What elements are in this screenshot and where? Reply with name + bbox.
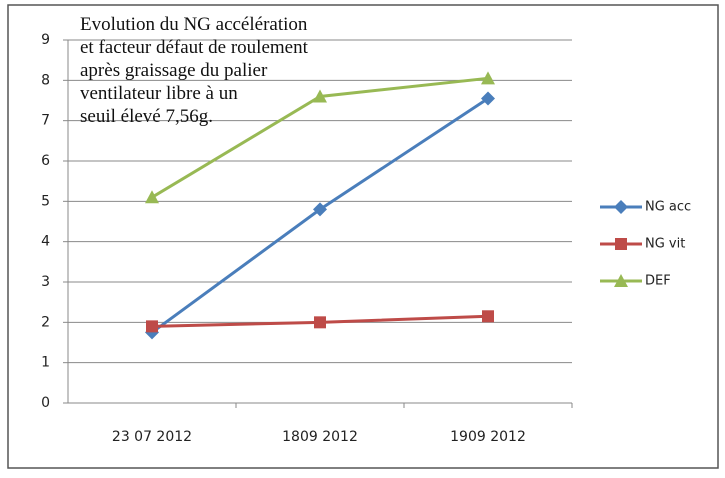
point: [314, 316, 326, 329]
y-tick-label: 3: [41, 274, 50, 290]
x-tick-label: 1909 2012: [450, 429, 526, 445]
y-tick-label: 5: [41, 193, 50, 209]
y-tick-label: 7: [41, 113, 50, 129]
y-tick-label: 9: [41, 32, 50, 48]
x-tick-label: 1809 2012: [282, 429, 358, 445]
plot-layer: NG acc NG vit DEF: [145, 71, 691, 340]
legend-marker: [614, 274, 628, 287]
y-tick-label: 4: [41, 234, 50, 250]
legend-label: NG vit: [645, 237, 685, 252]
legend-marker: [614, 200, 628, 214]
y-tick-label: 6: [41, 153, 50, 169]
point: [481, 71, 495, 85]
chart-title: après graissage du palier: [80, 60, 268, 81]
chart-title: Evolution du NG accélération: [80, 14, 308, 35]
chart-title: seuil élevé 7,56g.: [80, 106, 213, 127]
x-tick-label: 23 07 2012: [112, 429, 192, 445]
point: [481, 91, 495, 106]
legend-label: NG acc: [645, 200, 691, 215]
point: [313, 89, 327, 103]
grid-layer: 0 1 2 3 4 5 6 7 8 9 23 07 2012 1809 2012 1909 2012: [41, 32, 573, 445]
point: [482, 310, 494, 323]
point: [313, 202, 327, 217]
point: [146, 320, 158, 333]
chart-title: ventilateur libre à un: [80, 83, 238, 104]
legend-marker: [615, 238, 627, 250]
legend-label: DEF: [645, 274, 671, 289]
y-tick-label: 8: [41, 72, 50, 88]
y-tick-label: 1: [41, 355, 50, 371]
y-tick-label: 0: [41, 395, 50, 411]
y-tick-label: 2: [41, 314, 50, 330]
chart-title: et facteur défaut de roulement: [80, 37, 309, 58]
point: [145, 190, 159, 204]
chart-border: [7, 4, 719, 469]
